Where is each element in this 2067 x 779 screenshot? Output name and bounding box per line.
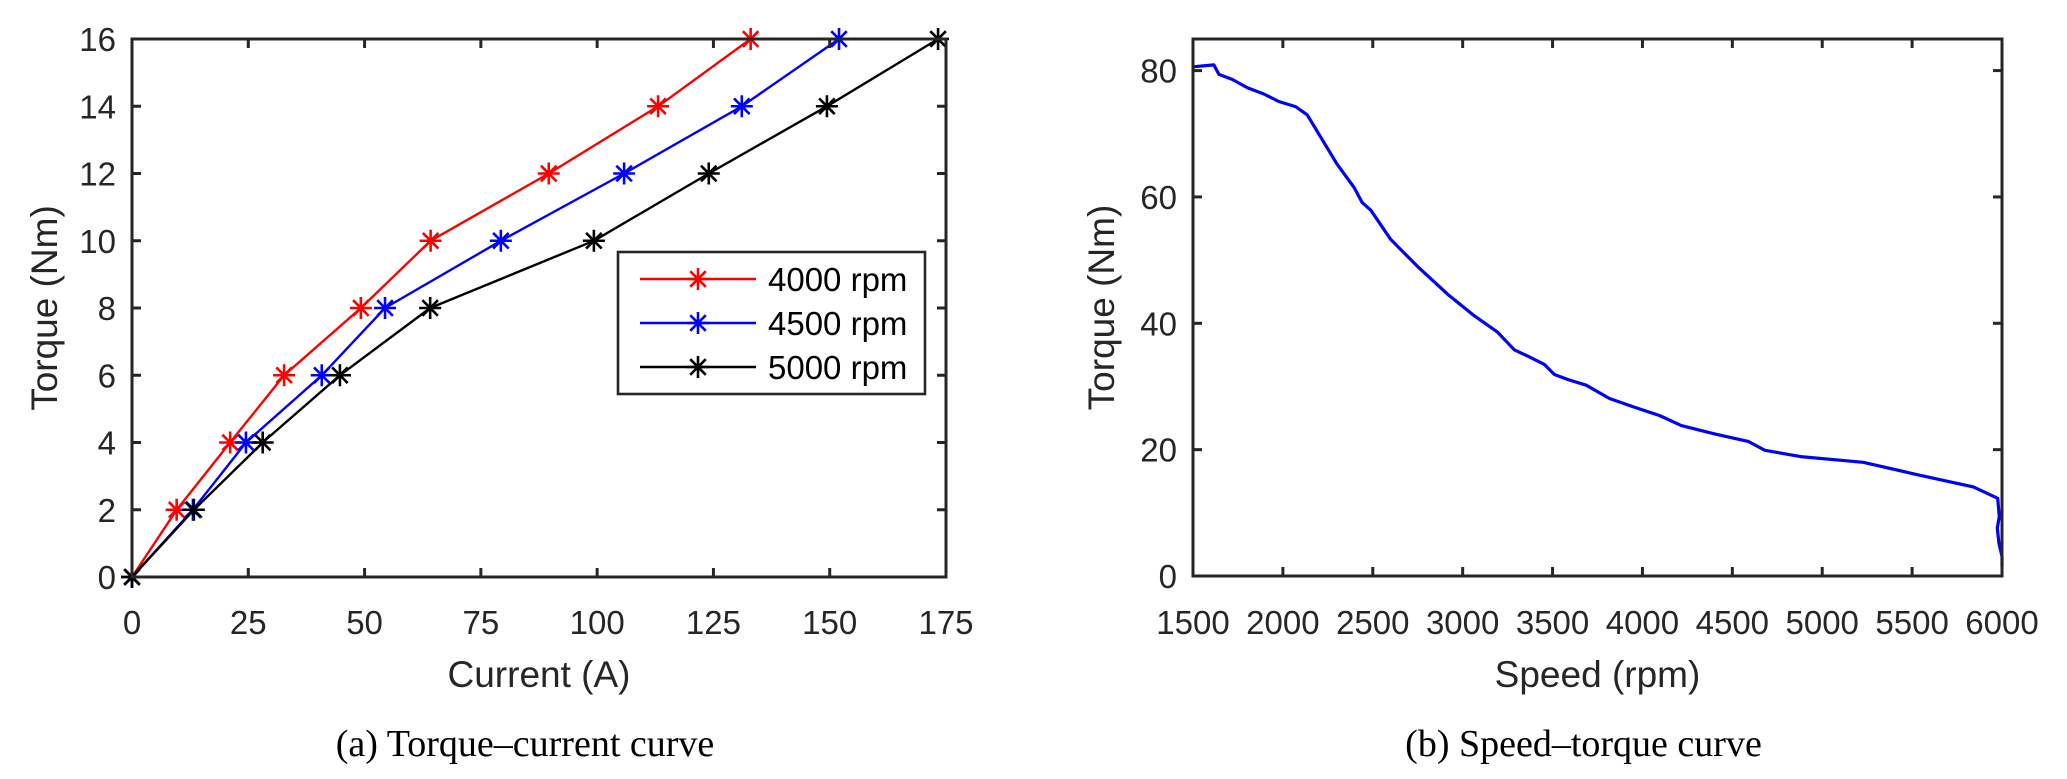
x-axis-label: Speed (rpm) [1495,654,1701,695]
y-tick-label: 2 [98,492,116,529]
marker-stroke [689,270,707,288]
x-tick-label: 4000 [1606,604,1679,641]
data-point [273,364,296,387]
x-tick-label: 5000 [1786,604,1859,641]
y-tick-label: 16 [79,21,116,58]
marker-stroke [585,232,603,250]
marker-stroke [185,501,203,519]
y-tick-label: 12 [79,156,116,193]
legend-label: 5000 rpm [768,349,907,386]
figure-caption: (b) Speed–torque curve [1405,723,1762,765]
data-point [489,229,512,252]
marker-stroke [615,164,633,183]
x-tick-label: 175 [918,604,973,641]
data-point [697,162,720,185]
marker-stroke [352,299,370,317]
y-tick-label: 0 [1159,558,1177,595]
marker-stroke [733,97,751,115]
plot-area [1192,63,2004,567]
legend-entry: 5000 rpm [640,349,907,386]
x-tick-label: 1500 [1156,604,1229,641]
marker-stroke [700,164,718,183]
data-point [182,498,205,521]
x-tick-label: 2500 [1336,604,1409,641]
marker-stroke [689,314,707,332]
data-point [251,431,274,454]
marker-stroke [376,299,394,317]
y-tick-label: 14 [79,88,116,125]
marker-stroke [313,366,331,384]
x-tick-label: 5500 [1875,604,1948,641]
x-tick-label: 75 [462,604,499,641]
y-tick-label: 60 [1140,179,1177,216]
legend-marker [687,268,709,290]
x-tick-label: 6000 [1965,604,2038,641]
legend-entry: 4000 rpm [640,261,907,298]
x-tick-label: 0 [123,604,141,641]
data-point [419,229,442,252]
marker-stroke [689,358,707,376]
series-line-speed-torque [1192,63,2004,567]
x-tick-label: 3500 [1516,604,1589,641]
marker-stroke [275,366,293,384]
data-point [328,364,351,387]
x-tick-label: 125 [686,604,741,641]
y-tick-label: 8 [98,290,116,327]
legend-entry: 4500 rpm [640,305,907,342]
x-tick-label: 3000 [1426,604,1499,641]
marker-stroke [421,299,439,317]
y-tick-label: 10 [79,223,116,260]
y-tick-label: 0 [98,559,116,596]
x-tick-label: 50 [346,604,383,641]
data-point [815,95,838,118]
marker-stroke [421,232,440,250]
y-tick-label: 40 [1140,305,1177,342]
legend: 4000 rpm 4500 rpm 5000 rpm [616,250,927,396]
marker-stroke [649,97,667,115]
y-tick-label: 20 [1140,432,1177,469]
marker-stroke [167,501,186,519]
x-axis-label: Current (A) [448,654,631,695]
data-point [613,162,636,185]
y-tick-label: 80 [1140,53,1177,90]
x-tick-label: 25 [230,604,267,641]
x-tick-label: 150 [802,604,857,641]
data-point [582,229,605,252]
data-point [419,297,442,319]
y-axis-label: Torque (Nm) [24,205,65,411]
marker-stroke [254,433,272,452]
figure-caption: (a) Torque–current curve [336,723,715,765]
marker-stroke [237,433,255,452]
x-tick-label: 4500 [1696,604,1769,641]
data-point [349,297,372,319]
marker-stroke [818,97,836,115]
marker-stroke [331,366,349,384]
marker-stroke [540,164,558,183]
x-tick-label: 2000 [1246,604,1319,641]
legend-marker [687,356,709,378]
data-point [730,95,753,118]
marker-stroke [221,433,239,452]
y-tick-label: 6 [98,357,116,394]
data-point [310,364,333,387]
legend-label: 4500 rpm [768,305,907,342]
legend-marker [687,312,709,334]
axes-box [1191,37,2004,578]
y-tick-label: 4 [98,425,116,462]
speed-torque-chart: 1500 2000 2500 3000 3500 4000 4500 5000 5500 6000… [1081,37,2039,765]
data-point [537,162,560,185]
x-tick-label: 100 [570,604,625,641]
marker-stroke [492,232,510,250]
torque-current-chart: 0 25 50 75 100 125 150 175 0 2 4 6 8 10 12 14 16 Current … [24,21,974,765]
data-point [374,297,397,319]
data-point [647,95,670,118]
legend-label: 4000 rpm [768,261,907,298]
y-axis-label: Torque (Nm) [1081,205,1122,411]
